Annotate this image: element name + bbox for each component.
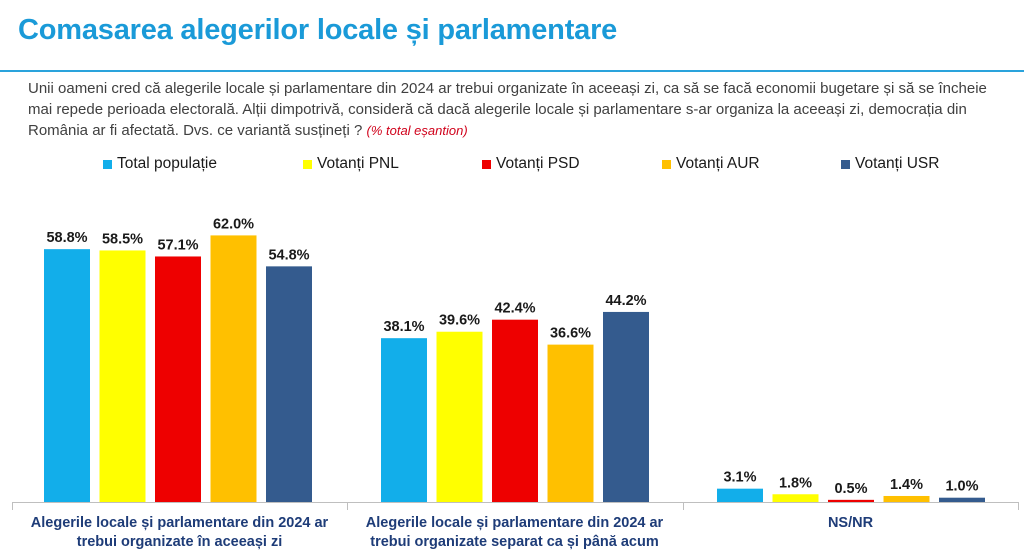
bar-2-4 bbox=[939, 497, 985, 502]
bar-0-0 bbox=[44, 249, 90, 502]
data-label-2-3: 1.4% bbox=[890, 477, 923, 493]
data-label-1-0: 38.1% bbox=[383, 319, 424, 335]
question-text: Unii oameni cred că alegerile locale și … bbox=[28, 80, 987, 139]
category-label-0-line-1: trebui organizate în aceeași zi bbox=[76, 534, 283, 550]
bar-0-3 bbox=[210, 235, 257, 502]
title-divider bbox=[0, 70, 1024, 72]
legend-swatch-pnl bbox=[303, 159, 312, 169]
bar-2-1 bbox=[772, 494, 819, 502]
data-label-2-4: 1.0% bbox=[945, 479, 978, 495]
legend-swatch-psd bbox=[482, 159, 491, 169]
legend-item-pnl: Votanți PNL bbox=[303, 155, 399, 173]
data-label-0-1: 58.5% bbox=[102, 231, 143, 247]
bar-1-0 bbox=[381, 338, 427, 502]
data-label-1-4: 44.2% bbox=[605, 293, 646, 309]
data-label-1-3: 36.6% bbox=[550, 326, 591, 342]
category-label-0-line-0: Alegerile locale și parlamentare din 202… bbox=[30, 515, 329, 531]
legend-label-pnl: Votanți PNL bbox=[317, 155, 399, 172]
data-label-1-1: 39.6% bbox=[439, 313, 480, 329]
legend-swatch-usr bbox=[841, 159, 850, 169]
data-label-2-1: 1.8% bbox=[779, 475, 812, 491]
bar-chart: 58.8% 58.5% 57.1% 62.0% 54.8% 38.1% 39.6% 42.4%… bbox=[12, 216, 1019, 510]
data-label-0-4: 54.8% bbox=[268, 247, 309, 263]
bar-0-1 bbox=[99, 250, 146, 502]
data-label-0-2: 57.1% bbox=[157, 237, 198, 253]
category-label-1-line-1: trebui organizate separat ca și până acu… bbox=[370, 534, 659, 550]
category-label-2: NS/NR bbox=[683, 514, 1018, 533]
category-label-0: Alegerile locale și parlamentare din 202… bbox=[12, 514, 347, 552]
bar-1-1 bbox=[436, 331, 483, 502]
category-label-1: Alegerile locale și parlamentare din 202… bbox=[347, 514, 682, 552]
data-label-2-0: 3.1% bbox=[723, 470, 756, 486]
data-label-2-2: 0.5% bbox=[834, 481, 867, 497]
legend-label-aur: Votanți AUR bbox=[676, 155, 760, 172]
survey-question: Unii oameni cred că alegerile locale și … bbox=[28, 78, 1003, 141]
bar-1-2 bbox=[492, 319, 538, 502]
legend-swatch-total bbox=[103, 159, 112, 169]
bar-1-3 bbox=[547, 344, 594, 502]
bar-0-2 bbox=[155, 256, 201, 502]
legend-item-usr: Votanți USR bbox=[841, 155, 939, 173]
legend-label-usr: Votanți USR bbox=[855, 155, 940, 172]
category-label-1-line-0: Alegerile locale și parlamentare din 202… bbox=[365, 515, 664, 531]
category-label-2-line-0: NS/NR bbox=[827, 515, 874, 531]
data-label-0-3: 62.0% bbox=[213, 216, 254, 232]
legend-swatch-aur bbox=[662, 159, 671, 169]
bar-2-3 bbox=[883, 495, 930, 502]
legend-item-aur: Votanți AUR bbox=[662, 155, 760, 173]
sample-note: (% total eșantion) bbox=[366, 123, 468, 138]
legend-label-psd: Votanți PSD bbox=[496, 155, 580, 172]
bar-1-4 bbox=[603, 311, 649, 502]
page-title: Comasarea alegerilor locale și parlament… bbox=[18, 14, 618, 46]
chart-legend: Total populație Votanți PNL Votanți PSD … bbox=[0, 155, 1024, 177]
bar-2-2 bbox=[828, 499, 874, 502]
legend-item-total: Total populație bbox=[103, 155, 217, 173]
legend-label-total: Total populație bbox=[117, 155, 217, 172]
data-label-0-0: 58.8% bbox=[46, 230, 87, 246]
legend-item-psd: Votanți PSD bbox=[482, 155, 580, 173]
bar-0-4 bbox=[266, 266, 312, 502]
bar-2-0 bbox=[717, 488, 763, 502]
data-label-1-2: 42.4% bbox=[494, 301, 535, 317]
